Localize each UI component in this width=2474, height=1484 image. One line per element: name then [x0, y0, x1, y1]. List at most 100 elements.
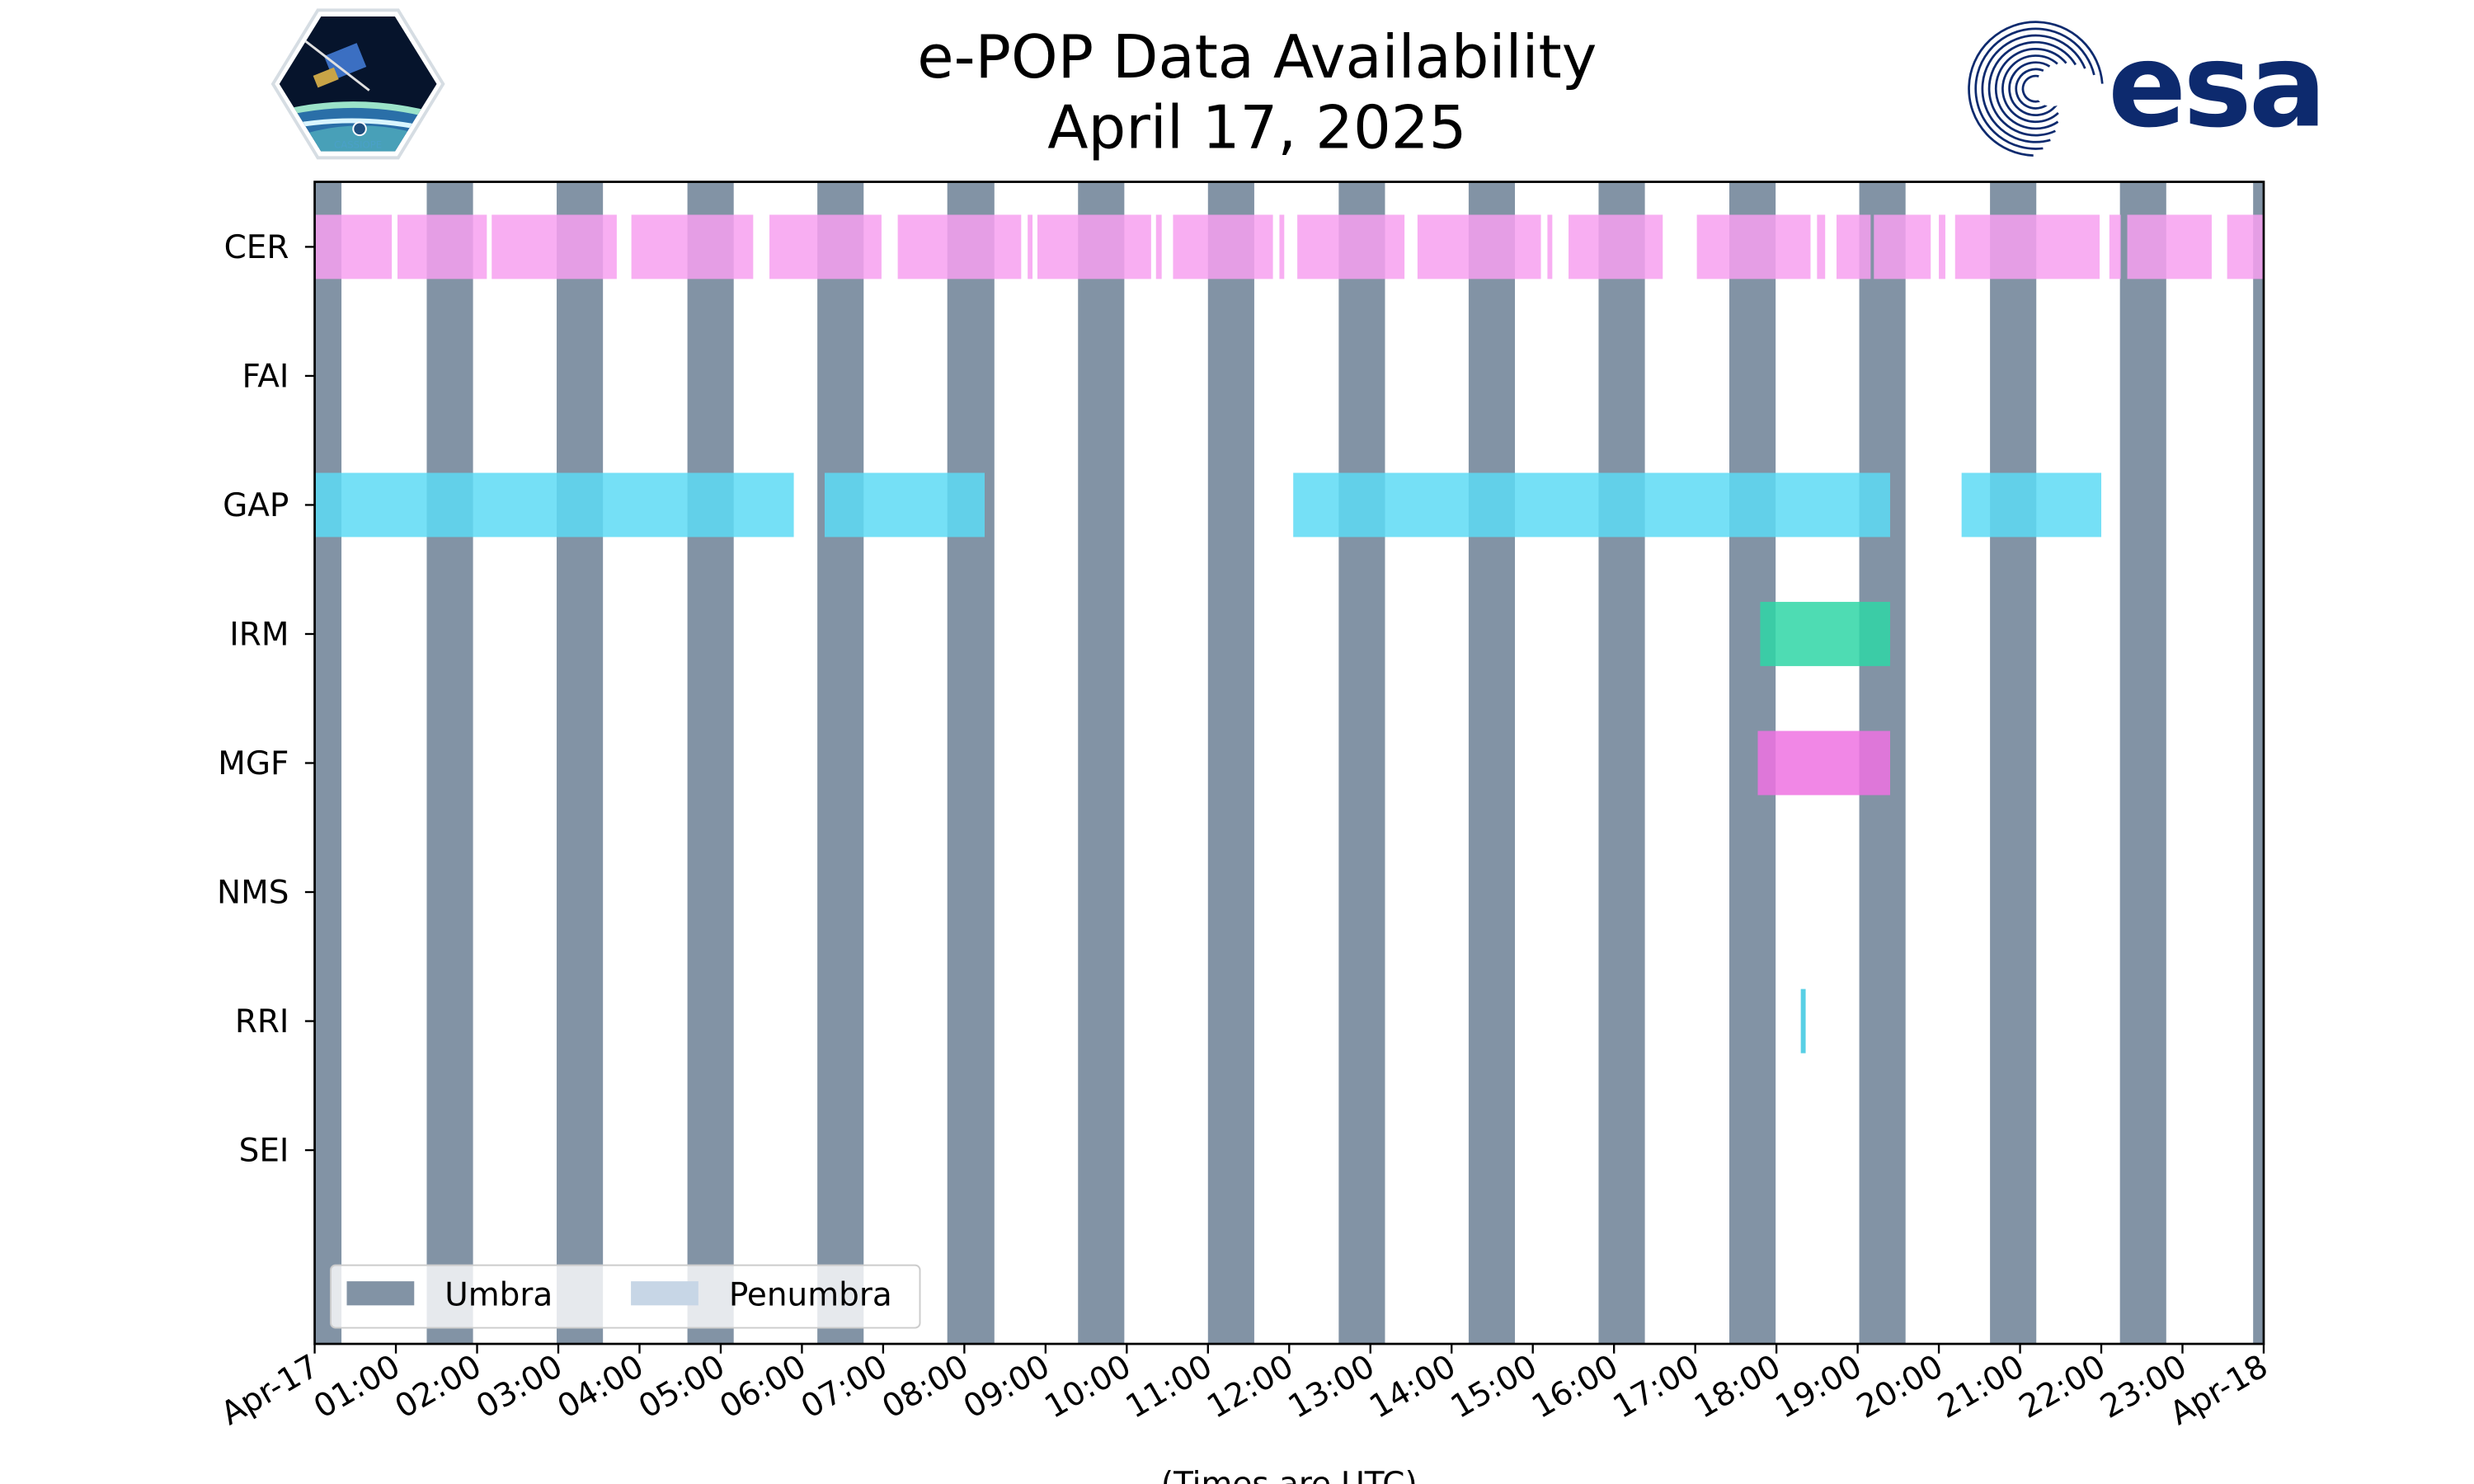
legend-penumbra-swatch: [631, 1281, 698, 1306]
esa-swirl-ring-6: [1981, 34, 2091, 143]
x-tick-label-7: 07:00: [795, 1348, 894, 1426]
bar-cer-9: [1173, 214, 1273, 279]
x-tick-label-0: Apr-17: [215, 1348, 326, 1433]
x-tick-label-21: 21:00: [1932, 1348, 2031, 1426]
esa-swirl-ring-7: [1974, 27, 2097, 150]
legend-umbra-swatch: [346, 1281, 415, 1306]
umbra-band-1: [426, 181, 473, 1345]
bar-mgf-0: [1757, 730, 1890, 796]
bar-cer-15: [1696, 214, 1811, 279]
umbra-band-4: [817, 181, 864, 1345]
bar-cer-18: [1874, 214, 1931, 279]
chart-subtitle: April 17, 2025: [1047, 93, 1466, 162]
y-tick-label-irm: IRM: [229, 617, 289, 654]
bar-cer-7: [1037, 214, 1151, 279]
x-tick-label-22: 22:00: [2013, 1348, 2112, 1426]
legend: Umbra Penumbra: [330, 1264, 921, 1329]
legend-box: [330, 1264, 921, 1329]
esa-logo: esa: [1968, 19, 2326, 157]
bar-rri-0: [1800, 989, 1806, 1054]
umbra-band-10: [1598, 181, 1645, 1345]
bar-gap-2: [1293, 472, 1890, 538]
chart-title: e-POP Data Availability: [917, 22, 1597, 92]
umbra-band-0: [314, 181, 342, 1345]
bar-cer-16: [1817, 214, 1826, 279]
umbra-band-2: [557, 181, 604, 1345]
y-tick-label-fai: FAI: [242, 359, 289, 396]
plot-background: [314, 181, 2264, 1345]
x-tick-label-17: 17:00: [1607, 1348, 1706, 1426]
y-tick-label-mgf: MGF: [218, 745, 289, 782]
umbra-band-5: [947, 181, 995, 1345]
bar-cer-13: [1547, 214, 1553, 279]
x-tick-label-14: 14:00: [1363, 1348, 1462, 1426]
bar-irm-0: [1760, 602, 1890, 666]
esa-logo-text: esa: [2108, 19, 2323, 153]
bar-cer-0: [314, 214, 393, 279]
umbra-bands: [314, 181, 2264, 1345]
bar-cer-5: [897, 214, 1022, 279]
bar-cer-12: [1417, 214, 1541, 279]
bar-cer-1: [397, 214, 487, 279]
esa-swirl-ring-4: [1994, 48, 2077, 130]
legend-penumbra-label: Penumbra: [729, 1276, 892, 1313]
y-tick-label-cer: CER: [224, 229, 289, 266]
umbra-band-8: [1338, 181, 1385, 1345]
bar-gap-0: [314, 472, 794, 538]
bar-gap-3: [1961, 472, 2102, 538]
x-tick-label-18: 18:00: [1688, 1348, 1787, 1426]
bar-cer-3: [631, 214, 754, 279]
umbra-band-7: [1207, 181, 1254, 1345]
x-tick-label-12: 12:00: [1201, 1348, 1300, 1426]
umbra-band-9: [1468, 181, 1516, 1345]
bar-cer-8: [1155, 214, 1162, 279]
bar-cer-17: [1836, 214, 1871, 279]
bar-cer-23: [2227, 214, 2264, 279]
cassiope-logo-text: CASSIOPE: [334, 139, 382, 151]
esa-swirl-icon: [1968, 21, 2104, 157]
x-tick-label-11: 11:00: [1120, 1348, 1219, 1426]
esa-swirl-ring-8: [1968, 21, 2104, 157]
umbra-band-14: [2119, 181, 2166, 1345]
bar-gap-1: [824, 472, 985, 538]
x-tick-label-2: 02:00: [389, 1348, 488, 1426]
x-tick-label-6: 06:00: [714, 1348, 813, 1426]
x-tick-label-19: 19:00: [1770, 1348, 1869, 1426]
y-axis: CER FAI GAP IRM MGF NMS RRI SEI: [217, 229, 315, 1170]
umbra-band-13: [1990, 181, 2037, 1345]
umbra-band-15: [2253, 181, 2264, 1345]
y-tick-label-rri: RRI: [235, 1003, 289, 1040]
data-bars: [314, 214, 2264, 1054]
x-tick-label-9: 09:00: [957, 1348, 1056, 1426]
umbra-band-6: [1078, 181, 1125, 1345]
x-tick-label-10: 10:00: [1038, 1348, 1137, 1426]
bar-cer-14: [1569, 214, 1663, 279]
x-tick-label-5: 05:00: [633, 1348, 731, 1426]
bar-cer-21: [2109, 214, 2121, 279]
bar-cer-2: [492, 214, 617, 279]
bar-cer-10: [1279, 214, 1285, 279]
x-axis-label: (Times are UTC): [1161, 1466, 1418, 1484]
y-tick-label-gap: GAP: [223, 487, 289, 524]
x-tick-label-15: 15:00: [1445, 1348, 1544, 1426]
y-tick-label-nms: NMS: [217, 875, 289, 912]
bar-cer-20: [1954, 214, 2100, 279]
umbra-band-3: [687, 181, 734, 1345]
x-tick-label-13: 13:00: [1282, 1348, 1381, 1426]
x-tick-label-8: 08:00: [877, 1348, 976, 1426]
esa-swirl-core: [2034, 71, 2070, 107]
bar-cer-6: [1028, 214, 1033, 279]
bar-cer-11: [1297, 214, 1405, 279]
x-tick-label-3: 03:00: [470, 1348, 569, 1426]
x-tick-label-16: 16:00: [1526, 1348, 1625, 1426]
x-tick-label-20: 20:00: [1851, 1348, 1950, 1426]
x-tick-label-1: 01:00: [308, 1348, 407, 1426]
legend-umbra-label: Umbra: [444, 1276, 553, 1313]
x-axis: Apr-1701:0002:0003:0004:0005:0006:0007:0…: [215, 1344, 2274, 1433]
bar-cer-19: [1939, 214, 1945, 279]
bar-cer-22: [2127, 214, 2212, 279]
y-tick-label-sei: SEI: [239, 1133, 289, 1170]
x-tick-label-4: 04:00: [552, 1348, 651, 1426]
bar-cer-4: [769, 214, 882, 279]
